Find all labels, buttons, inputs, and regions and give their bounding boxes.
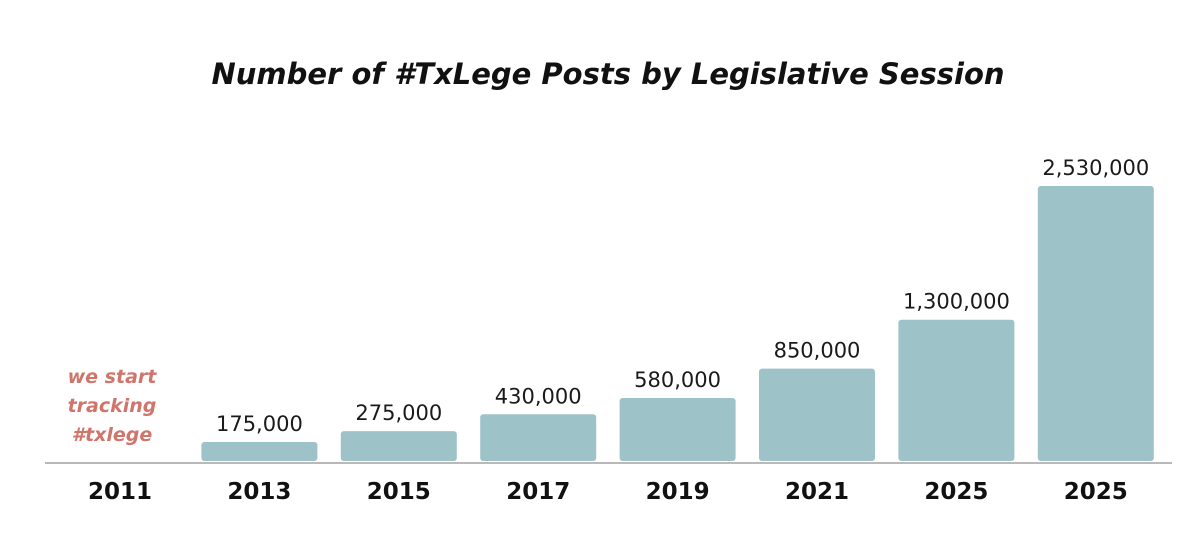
bar-2 [340, 431, 457, 461]
category-label-4: 2019 [646, 479, 710, 505]
value-label-1: 175,000 [216, 412, 303, 436]
annotation-line-0: we start [68, 366, 158, 388]
annotation-line-2: #txlege [72, 424, 153, 446]
annotation-line-1: tracking [68, 395, 157, 417]
category-label-1: 2013 [227, 479, 291, 505]
category-label-2: 2015 [367, 479, 431, 505]
category-label-0: 2011 [88, 479, 152, 505]
chart-title: Number of #TxLege Posts by Legislative S… [211, 57, 1004, 91]
bars-layer [201, 186, 1154, 461]
value-label-6: 1,300,000 [903, 290, 1010, 314]
category-label-6: 2025 [924, 479, 988, 505]
value-label-3: 430,000 [495, 384, 582, 408]
bar-7 [1037, 186, 1154, 461]
category-label-7: 2025 [1064, 479, 1128, 505]
bar-1 [201, 442, 318, 461]
value-label-7: 2,530,000 [1042, 156, 1149, 180]
value-label-2: 275,000 [355, 401, 442, 425]
category-label-5: 2021 [785, 479, 849, 505]
bar-4 [619, 398, 736, 461]
bar-5 [759, 368, 875, 461]
bar-3 [480, 414, 597, 461]
value-label-5: 850,000 [774, 339, 861, 363]
value-labels-layer: 175,000 275,000 430,000 580,000 850,000 1,300… [216, 156, 1149, 436]
category-labels-layer: 2011 2013 2015 2017 2019 2021 2025 2025 [88, 479, 1128, 505]
value-label-4: 580,000 [634, 368, 721, 392]
bar-6 [898, 319, 1015, 461]
annotation-layer: we start tracking #txlege [68, 366, 158, 446]
category-label-3: 2017 [506, 479, 570, 505]
